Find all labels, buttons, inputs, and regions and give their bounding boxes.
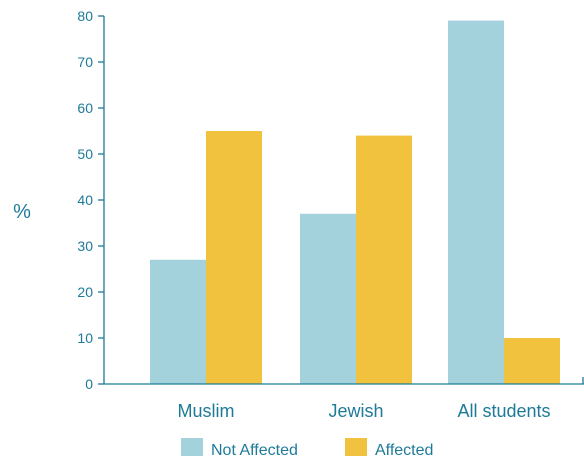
y-tick-label: 10 <box>77 330 93 346</box>
legend-swatch <box>181 438 203 456</box>
y-axis-label: % <box>13 201 31 223</box>
legend-label: Not Affected <box>211 442 298 459</box>
y-tick-label: 40 <box>77 192 93 208</box>
y-tick-label: 30 <box>77 238 93 254</box>
y-tick-label: 20 <box>77 284 93 300</box>
y-tick-label: 50 <box>77 146 93 162</box>
y-tick-label: 70 <box>77 54 93 70</box>
y-tick-label: 0 <box>85 376 93 392</box>
y-axis-ticks: 0 10 20 30 40 50 60 70 80 <box>77 8 104 392</box>
bar-not-affected <box>150 259 206 384</box>
y-tick-label: 80 <box>77 8 93 24</box>
x-category-label: Muslim <box>178 401 235 421</box>
bar-not-affected <box>300 213 356 384</box>
x-category-label: All students <box>457 401 550 421</box>
legend-swatch <box>345 438 367 456</box>
bar-affected <box>206 131 262 384</box>
y-tick-label: 60 <box>77 100 93 116</box>
bar-not-affected <box>448 20 504 384</box>
bar-affected <box>504 338 560 384</box>
bar-affected <box>356 135 412 384</box>
legend-label: Affected <box>375 442 433 459</box>
x-axis-labels: Muslim Jewish All students <box>178 401 551 421</box>
legend: Not Affected Affected <box>181 438 433 459</box>
x-category-label: Jewish <box>328 401 383 421</box>
bars <box>150 20 560 384</box>
